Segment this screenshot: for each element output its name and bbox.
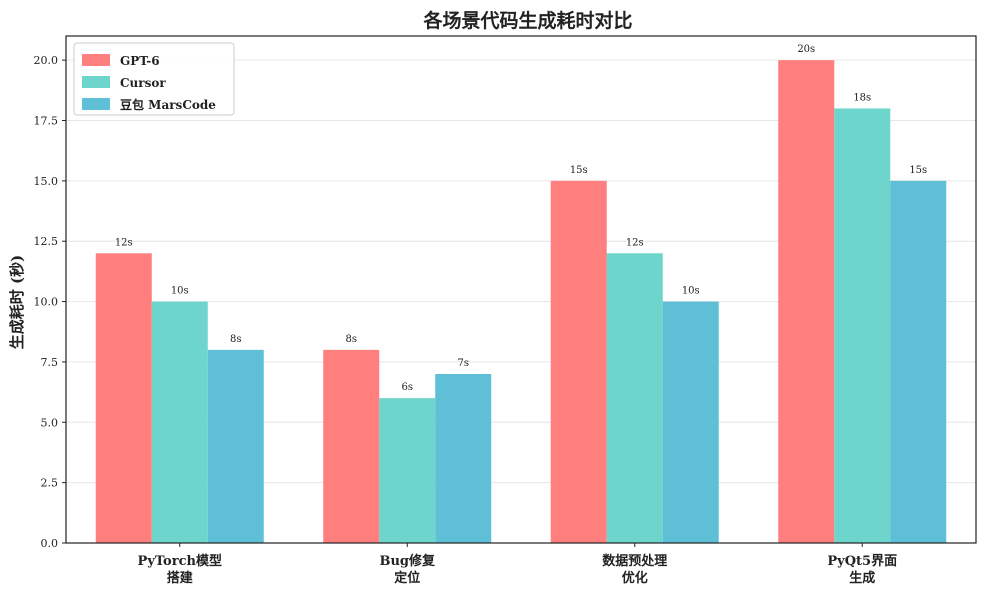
bar-data-label: 15s [909,165,927,176]
x-tick-label: 生成 [849,570,875,586]
legend-swatch [82,54,110,66]
legend-label: 豆包 MarsCode [120,97,216,112]
x-tick-label: PyTorch模型 [138,553,222,569]
x-tick-label: 数据预处理 [602,553,667,569]
bar [550,180,607,543]
bar-data-label: 10s [171,286,189,297]
bar [890,180,947,543]
x-tick-label: Bug修复 [379,553,436,569]
bar [379,398,436,543]
bar-data-label: 12s [626,237,644,248]
bar [606,253,663,544]
bar [778,60,835,544]
legend-swatch [82,76,110,88]
y-axis-label: 生成耗时 (秒) [8,255,26,349]
bar [95,253,152,544]
bar [207,349,264,543]
bar-data-label: 12s [115,237,133,248]
y-tick-label: 15.0 [34,175,59,188]
bar-data-label: 7s [458,358,470,369]
bar [834,108,891,543]
bar-data-label: 10s [682,286,700,297]
y-tick-label: 7.5 [41,356,59,369]
x-tick-label: 搭建 [167,570,193,586]
legend-label: GPT-6 [120,54,160,68]
x-tick-label: 优化 [622,570,648,586]
plot-frame [65,35,977,544]
y-tick-label: 12.5 [34,235,59,248]
bar-data-label: 8s [346,334,358,345]
y-tick-label: 10.0 [34,296,59,309]
bar-data-label: 15s [570,165,588,176]
bar-data-label: 18s [853,92,871,103]
axes: 0.0 2.5 5.0 7.5 10.0 12.5 15.0 17.5 20.0 PyTorch模… [34,35,977,586]
bar [151,301,208,543]
y-tick-label: 17.5 [34,115,59,128]
legend-box [73,42,235,116]
bar [323,349,380,543]
y-tick-label: 5.0 [41,416,59,429]
bar [435,374,492,543]
y-tick-label: 20.0 [34,54,59,67]
bars: 12s 10s 8s 8s 6s 7s 15s 12s 10s 20s 18s 15s [95,44,947,544]
x-tick-label: 定位 [393,570,420,586]
bar [662,301,719,543]
x-tick-label: PyQt5界面 [827,553,897,569]
legend-label: Cursor [120,76,166,90]
y-tick-label: 0.0 [41,537,59,550]
y-tick-label: 2.5 [41,477,59,490]
legend: GPT-6 Cursor 豆包 MarsCode [73,42,235,116]
legend-swatch [82,98,110,110]
bar-data-label: 8s [230,334,242,345]
bar-data-label: 6s [402,382,414,393]
bar-data-label: 20s [797,44,815,55]
chart-title: 各场景代码生成耗时对比 [422,9,632,32]
